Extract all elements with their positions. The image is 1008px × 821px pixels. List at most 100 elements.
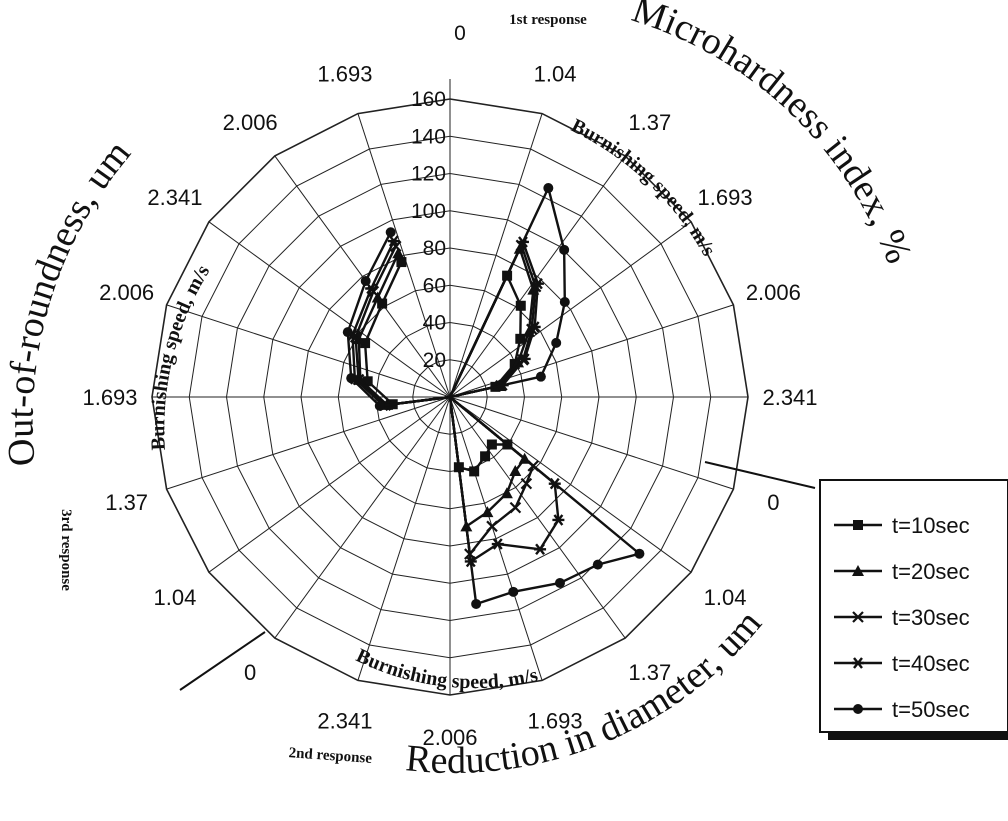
- radial-tick-label: 60: [423, 274, 446, 297]
- radial-tick-label: 140: [411, 125, 446, 148]
- series-layer: [342, 183, 645, 609]
- data-point: [374, 400, 385, 411]
- legend-label: t=30sec: [892, 605, 970, 630]
- data-point: [385, 227, 396, 238]
- grid-spoke: [449, 396, 734, 490]
- radial-tick-label: 100: [411, 200, 446, 223]
- separator-line-right: [704, 461, 816, 489]
- legend-label: t=20sec: [892, 559, 970, 584]
- grid-spoke: [449, 221, 692, 398]
- category-label: 1.37: [105, 490, 148, 515]
- data-point: [852, 611, 864, 623]
- category-label: 2.006: [99, 280, 154, 305]
- data-point: [471, 598, 482, 609]
- data-point: [535, 371, 546, 382]
- reduction-axis-title: Reduction in diameter, um: [404, 602, 770, 782]
- series-line: [346, 186, 641, 606]
- data-point: [392, 247, 405, 259]
- radial-tick-label: 80: [423, 237, 446, 260]
- category-label: 1.693: [528, 708, 583, 733]
- data-point: [500, 487, 513, 499]
- grid-spoke: [449, 396, 626, 639]
- data-point: [491, 538, 504, 550]
- grid-spoke: [357, 396, 451, 681]
- category-label: 2.006: [746, 280, 801, 305]
- category-labels: 1.04 1.37 1.693 2.006 2.341 0 1.04 1.37 1.693 2.0…: [82, 62, 817, 750]
- data-point: [520, 477, 533, 490]
- data-point: [853, 704, 863, 714]
- data-point: [634, 548, 645, 559]
- category-label: 1.04: [534, 62, 577, 87]
- series-line: [354, 244, 537, 556]
- data-point: [552, 514, 565, 526]
- data-point: [481, 506, 494, 518]
- data-point: [518, 353, 531, 365]
- grid-spoke: [166, 304, 451, 398]
- first-response-label: 1st response: [509, 12, 587, 28]
- data-point: [515, 300, 526, 311]
- radial-tick-label: 40: [423, 312, 446, 335]
- category-label: 0: [244, 660, 256, 685]
- series-t-50sec: [342, 183, 645, 609]
- radial-axis-ticks: 20 40 60 80 100 120 140 160 0: [411, 22, 466, 372]
- data-point: [554, 577, 565, 588]
- radial-tick-label: 20: [423, 349, 446, 372]
- grid-spoke: [449, 396, 543, 681]
- data-point: [387, 235, 400, 247]
- legend-item: t=10sec: [834, 513, 970, 538]
- data-point: [509, 501, 522, 514]
- data-point: [480, 451, 491, 462]
- data-point: [551, 337, 562, 348]
- data-point: [342, 327, 353, 338]
- data-point: [534, 543, 547, 556]
- category-label: 2.006: [422, 725, 477, 750]
- category-label: 0: [767, 490, 779, 515]
- category-label: 2.006: [223, 110, 278, 135]
- legend-item: t=40sec: [834, 651, 970, 676]
- legend-box: [819, 479, 1008, 733]
- category-label: 2.341: [762, 385, 817, 410]
- data-point: [365, 282, 378, 295]
- grid-spoke: [208, 221, 451, 398]
- data-point: [377, 298, 388, 309]
- category-label: 1.693: [698, 185, 753, 210]
- data-point: [852, 565, 864, 576]
- separator-line-left: [179, 631, 266, 691]
- grid-spoke: [166, 396, 451, 490]
- sector3-speed-title: Burnishing speed, m/s: [147, 261, 214, 451]
- radar-grid: [151, 79, 749, 696]
- third-response-label: 3rd response: [58, 509, 74, 591]
- data-point: [509, 465, 522, 477]
- data-point: [360, 338, 371, 349]
- data-point: [362, 376, 373, 387]
- series-line: [363, 261, 522, 473]
- category-label: 1.04: [154, 585, 197, 610]
- radial-tick-label: 120: [411, 163, 446, 186]
- category-label: 1.04: [704, 585, 747, 610]
- grid-spoke: [274, 396, 451, 639]
- category-label: 1.37: [628, 660, 671, 685]
- data-point: [508, 586, 519, 597]
- radial-tick-label: 160: [411, 88, 446, 111]
- legend-label: t=40sec: [892, 651, 970, 676]
- data-point: [486, 520, 498, 533]
- category-label: 1.37: [628, 110, 671, 135]
- data-point: [469, 466, 480, 477]
- legend-label: t=10sec: [892, 513, 970, 538]
- sector2-speed-title: Burnishing speed, m/s: [353, 645, 540, 694]
- data-point: [515, 333, 526, 344]
- radial-tick-label: 0: [454, 22, 466, 45]
- category-label: 2.341: [317, 708, 372, 733]
- grid-spoke: [357, 113, 451, 398]
- data-point: [853, 520, 863, 530]
- data-point: [559, 244, 570, 255]
- grid-spoke: [449, 155, 626, 398]
- data-point: [396, 257, 407, 268]
- second-response-label: 2nd response: [288, 745, 373, 767]
- legend: t=10sec t=20sec t=30sec t=40sec t=50sec: [819, 479, 1008, 740]
- data-point: [528, 321, 541, 333]
- data-point: [852, 657, 864, 669]
- legend-item: t=30sec: [834, 605, 970, 630]
- data-point: [360, 275, 371, 286]
